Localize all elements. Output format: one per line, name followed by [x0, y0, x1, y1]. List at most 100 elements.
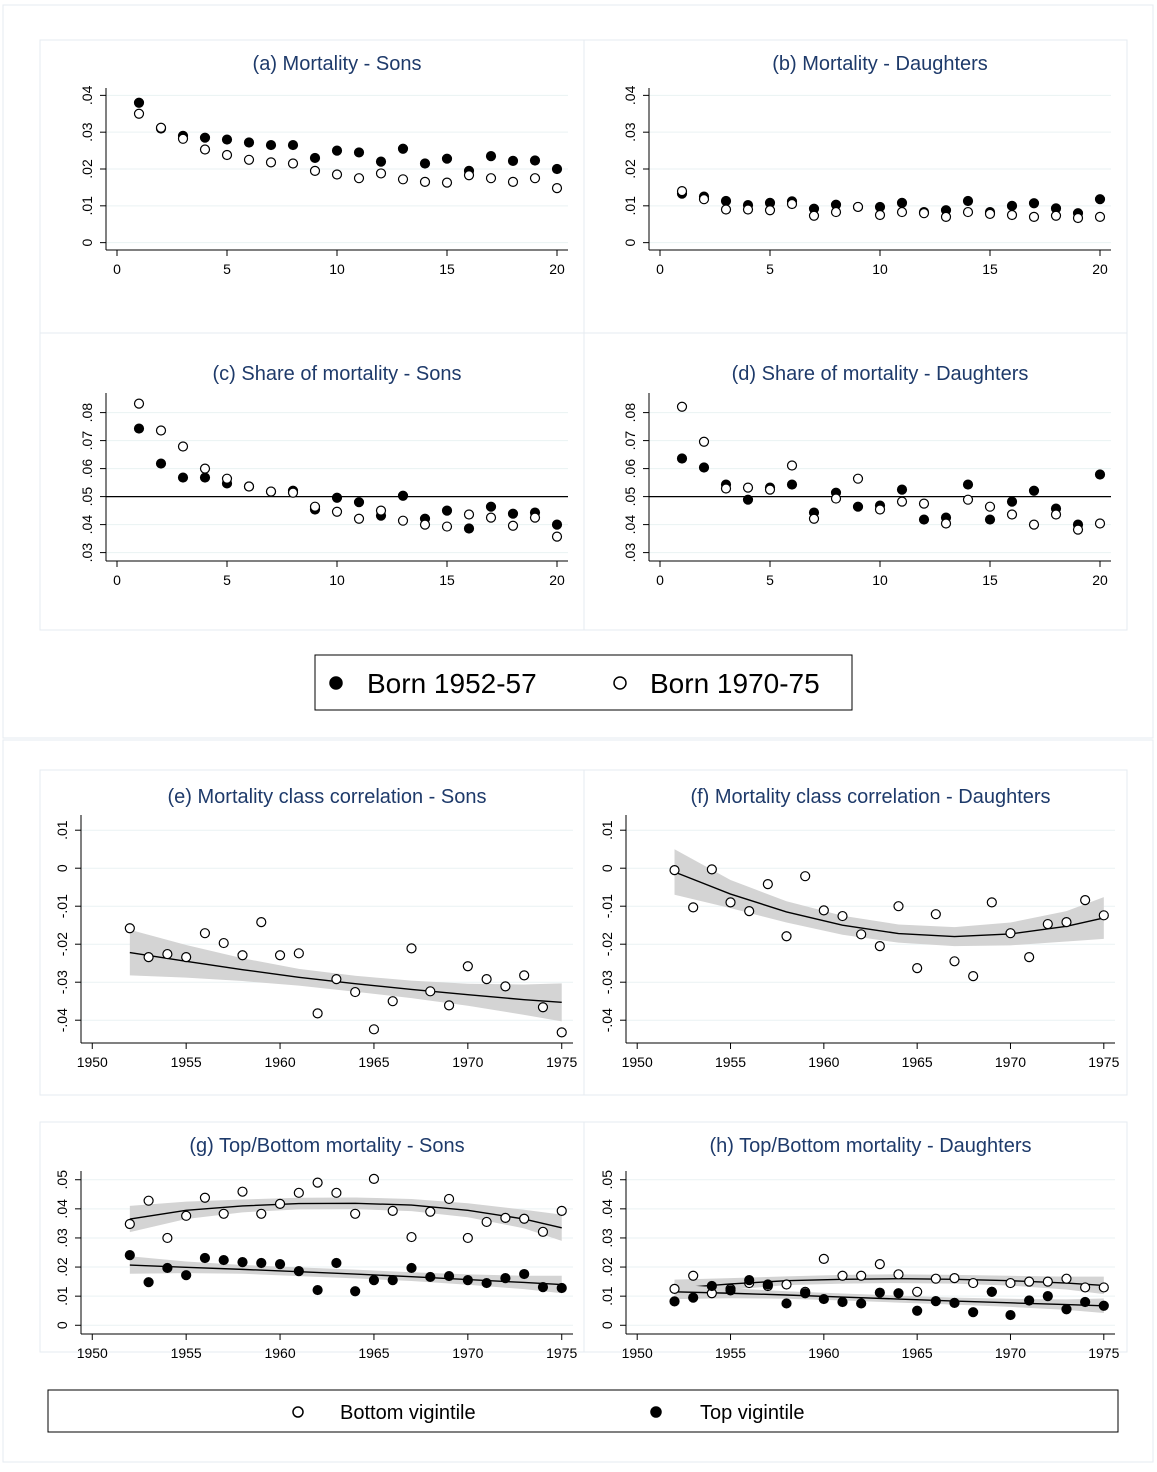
- point: [537, 1282, 549, 1293]
- point: [949, 1273, 960, 1284]
- point: [852, 201, 864, 213]
- point: [441, 521, 453, 532]
- point: [1072, 212, 1084, 224]
- point: [781, 1279, 792, 1290]
- point: [397, 490, 409, 501]
- point: [199, 463, 211, 474]
- point: [1042, 1276, 1053, 1287]
- point: [419, 158, 431, 169]
- point: [551, 519, 563, 530]
- point: [896, 197, 908, 208]
- point: [984, 514, 996, 525]
- panel-title: (h) Top/Bottom mortality - Daughters: [710, 1135, 1032, 1157]
- point: [1024, 1295, 1035, 1306]
- point: [350, 1286, 361, 1297]
- legend-label: Bottom vigintile: [340, 1402, 476, 1424]
- point: [181, 952, 192, 963]
- point: [837, 1270, 848, 1281]
- point: [1006, 200, 1018, 211]
- point: [397, 143, 409, 154]
- point: [133, 423, 145, 434]
- point: [350, 986, 361, 998]
- point: [808, 210, 820, 221]
- x-tick-label: 1960: [808, 1054, 839, 1070]
- point: [133, 398, 145, 409]
- x-tick-label: 1975: [1088, 1345, 1119, 1361]
- x-tick-label: 0: [656, 572, 664, 588]
- y-tick-label: .03: [622, 543, 638, 563]
- point: [725, 1285, 736, 1296]
- point: [485, 512, 497, 523]
- y-tick-label: -.03: [54, 970, 70, 994]
- point: [1098, 910, 1109, 921]
- point: [507, 155, 519, 166]
- point: [124, 1250, 135, 1261]
- point: [485, 173, 497, 184]
- x-tick-label: 20: [549, 261, 565, 277]
- point: [1005, 928, 1016, 939]
- point: [918, 208, 930, 219]
- point: [419, 519, 431, 530]
- y-tick-label: .04: [622, 85, 638, 105]
- point: [893, 901, 904, 912]
- x-tick-label: 1955: [715, 1345, 746, 1361]
- point: [893, 1288, 904, 1299]
- point: [397, 174, 409, 185]
- point: [441, 177, 453, 188]
- x-tick-label: 20: [549, 572, 565, 588]
- point: [1098, 1282, 1109, 1293]
- y-tick-label: 0: [54, 1321, 70, 1329]
- x-tick-label: 15: [439, 261, 455, 277]
- point: [331, 506, 343, 517]
- point: [237, 1257, 248, 1268]
- point: [949, 956, 960, 967]
- x-tick-label: 1965: [902, 1054, 933, 1070]
- point: [762, 879, 773, 890]
- point: [930, 909, 941, 920]
- x-tick-label: 1960: [808, 1345, 839, 1361]
- point: [256, 1257, 267, 1269]
- y-tick-label: .03: [79, 122, 95, 142]
- panel-title: (d) Share of mortality - Daughters: [732, 363, 1029, 385]
- point: [441, 153, 453, 164]
- point: [1080, 895, 1091, 906]
- point: [1072, 524, 1084, 535]
- point: [443, 1193, 455, 1205]
- point: [800, 871, 811, 882]
- x-tick-label: 5: [223, 261, 231, 277]
- point: [962, 206, 974, 218]
- confidence-band: [674, 849, 1104, 947]
- point: [312, 1177, 323, 1188]
- point: [265, 157, 277, 168]
- point: [331, 145, 343, 156]
- point: [162, 1262, 173, 1274]
- point: [519, 970, 530, 981]
- point: [177, 133, 189, 144]
- x-tick-label: 10: [329, 572, 345, 588]
- point: [287, 487, 299, 498]
- point: [419, 176, 431, 187]
- point: [1094, 518, 1106, 529]
- point: [896, 206, 908, 218]
- y-tick-label: -.02: [54, 932, 70, 956]
- y-tick-label: .07: [79, 431, 95, 451]
- point: [500, 1273, 511, 1284]
- x-tick-label: 1955: [715, 1054, 746, 1070]
- point: [443, 1000, 455, 1011]
- x-tick-label: 1950: [77, 1345, 108, 1361]
- point: [1080, 1296, 1091, 1308]
- point: [274, 950, 286, 961]
- point: [353, 147, 365, 158]
- point: [507, 176, 519, 187]
- point: [896, 484, 908, 495]
- point: [462, 1275, 473, 1286]
- point: [406, 943, 417, 954]
- point: [1080, 1282, 1091, 1293]
- point: [507, 520, 519, 531]
- y-tick-label: 0: [54, 864, 70, 872]
- point: [265, 486, 277, 497]
- point: [331, 492, 343, 503]
- point: [551, 183, 563, 194]
- legend-label: Born 1952-57: [367, 668, 537, 699]
